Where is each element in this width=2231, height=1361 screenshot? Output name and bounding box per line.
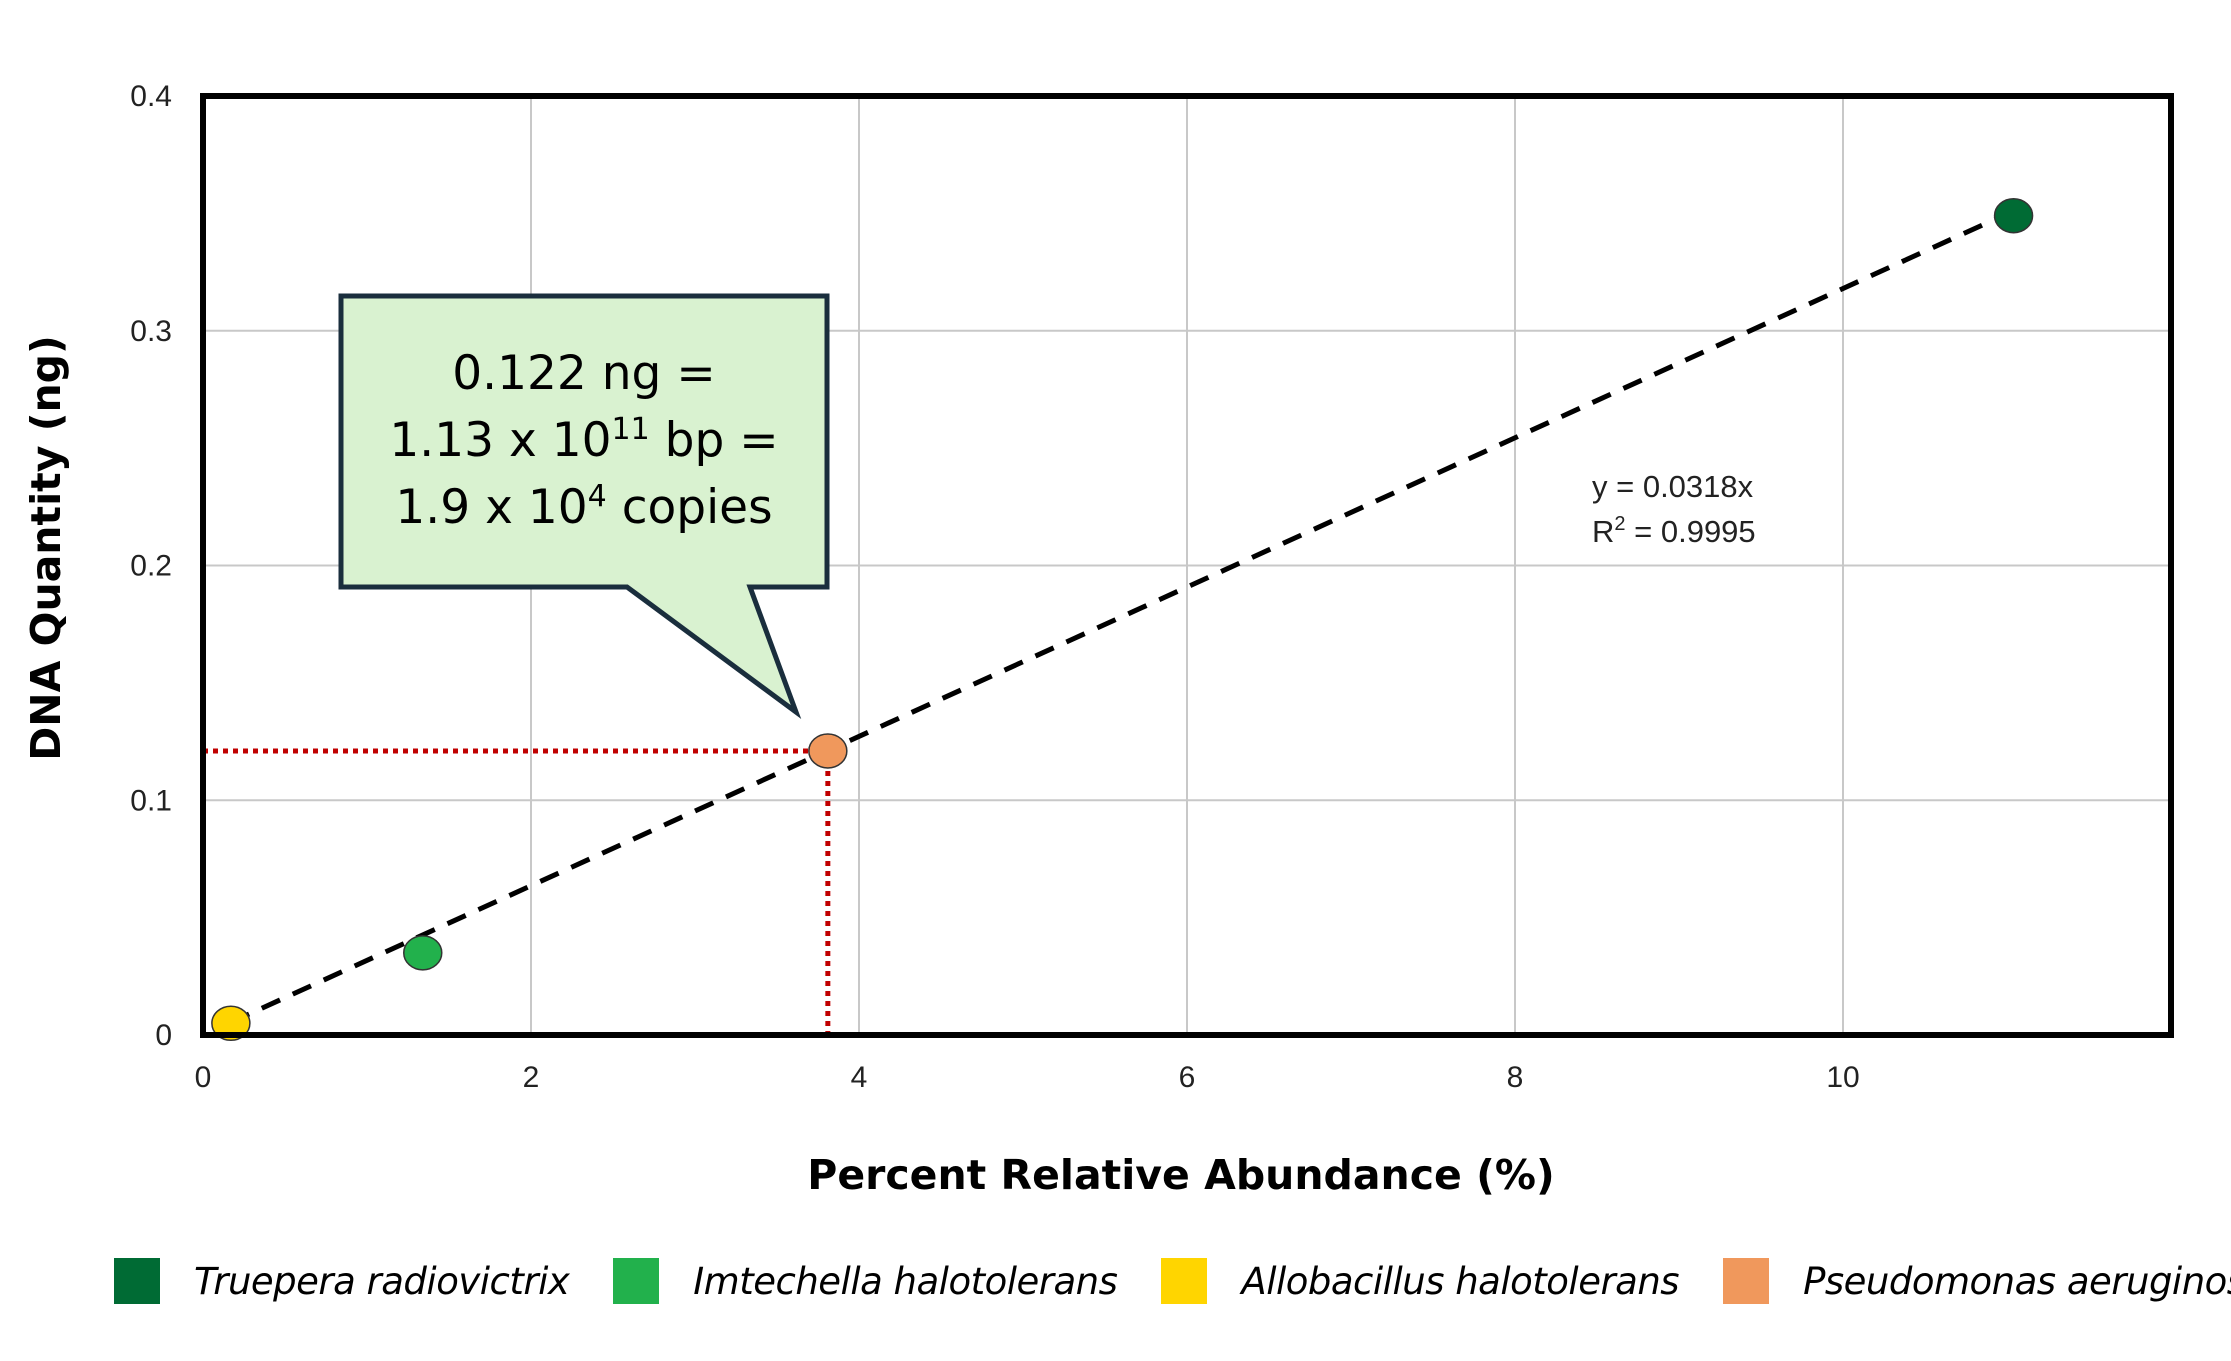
y-axis-title: DNA Quantity (ng) [22,335,70,761]
legend-label: Allobacillus halotolerans [1241,1259,1680,1303]
trendline-path [229,208,2015,1025]
x-tick-label: 4 [851,1061,868,1094]
callout-box: 0.122 ng = 1.13 x 1011 bp = 1.9 x 104 copi… [338,293,830,719]
data-point [403,935,443,971]
legend-item: Truepera radiovictrix [114,1258,570,1304]
callout-line: 0.122 ng = [452,346,715,401]
callout-line: 1.13 x 1011 bp = [389,412,778,468]
reference-guides [203,748,831,1035]
x-tick-label: 6 [1179,1061,1196,1094]
equation-text: y = 0.0318x [1592,469,1754,504]
data-point [808,733,848,769]
legend-item: Pseudomonas aeruginosa [1723,1258,2231,1304]
y-tick-label: 0.1 [130,784,172,817]
legend-swatch [1723,1258,1770,1304]
x-tick-label: 10 [1826,1061,1859,1094]
trendline-equation: y = 0.0318x R2 = 0.9995 [1592,469,1756,549]
callout-line: 1.9 x 104 copies [395,479,772,535]
trendline [229,208,2015,1025]
data-point [211,1005,251,1042]
x-axis-title: Percent Relative Abundance (%) [807,1151,1554,1199]
y-tick-label: 0.3 [130,315,172,348]
legend-label: Truepera radiovictrix [194,1259,570,1303]
legend-item: Imtechella halotolerans [613,1258,1118,1304]
callout-text: 0.122 ng = 1.13 x 1011 bp = 1.9 x 104 copi… [389,346,778,535]
y-tick-label: 0.2 [130,550,172,583]
callout-shape [338,293,830,719]
y-tick-label: 0.4 [130,80,172,113]
legend: Truepera radiovictrix Imtechella halotole… [114,1258,2231,1304]
legend-label: Pseudomonas aeruginosa [1803,1259,2231,1303]
r-squared-text: R2 = 0.9995 [1592,513,1756,549]
y-tick-label: 0 [155,1019,172,1052]
x-axis-ticks: 0 2 4 6 8 10 [195,1061,1860,1094]
legend-item: Allobacillus halotolerans [1161,1258,1680,1304]
plot-frame [200,93,2174,1038]
legend-swatch [613,1258,660,1304]
legend-swatch [1161,1258,1208,1304]
legend-swatch [114,1258,160,1304]
data-points [211,197,2034,1042]
x-tick-label: 2 [523,1061,540,1094]
y-axis-ticks: 0 0.1 0.2 0.3 0.4 [130,80,172,1052]
x-tick-label: 8 [1507,1061,1524,1094]
data-point [1993,197,2034,234]
legend-label: Imtechella halotolerans [693,1259,1118,1303]
x-tick-label: 0 [195,1061,212,1094]
